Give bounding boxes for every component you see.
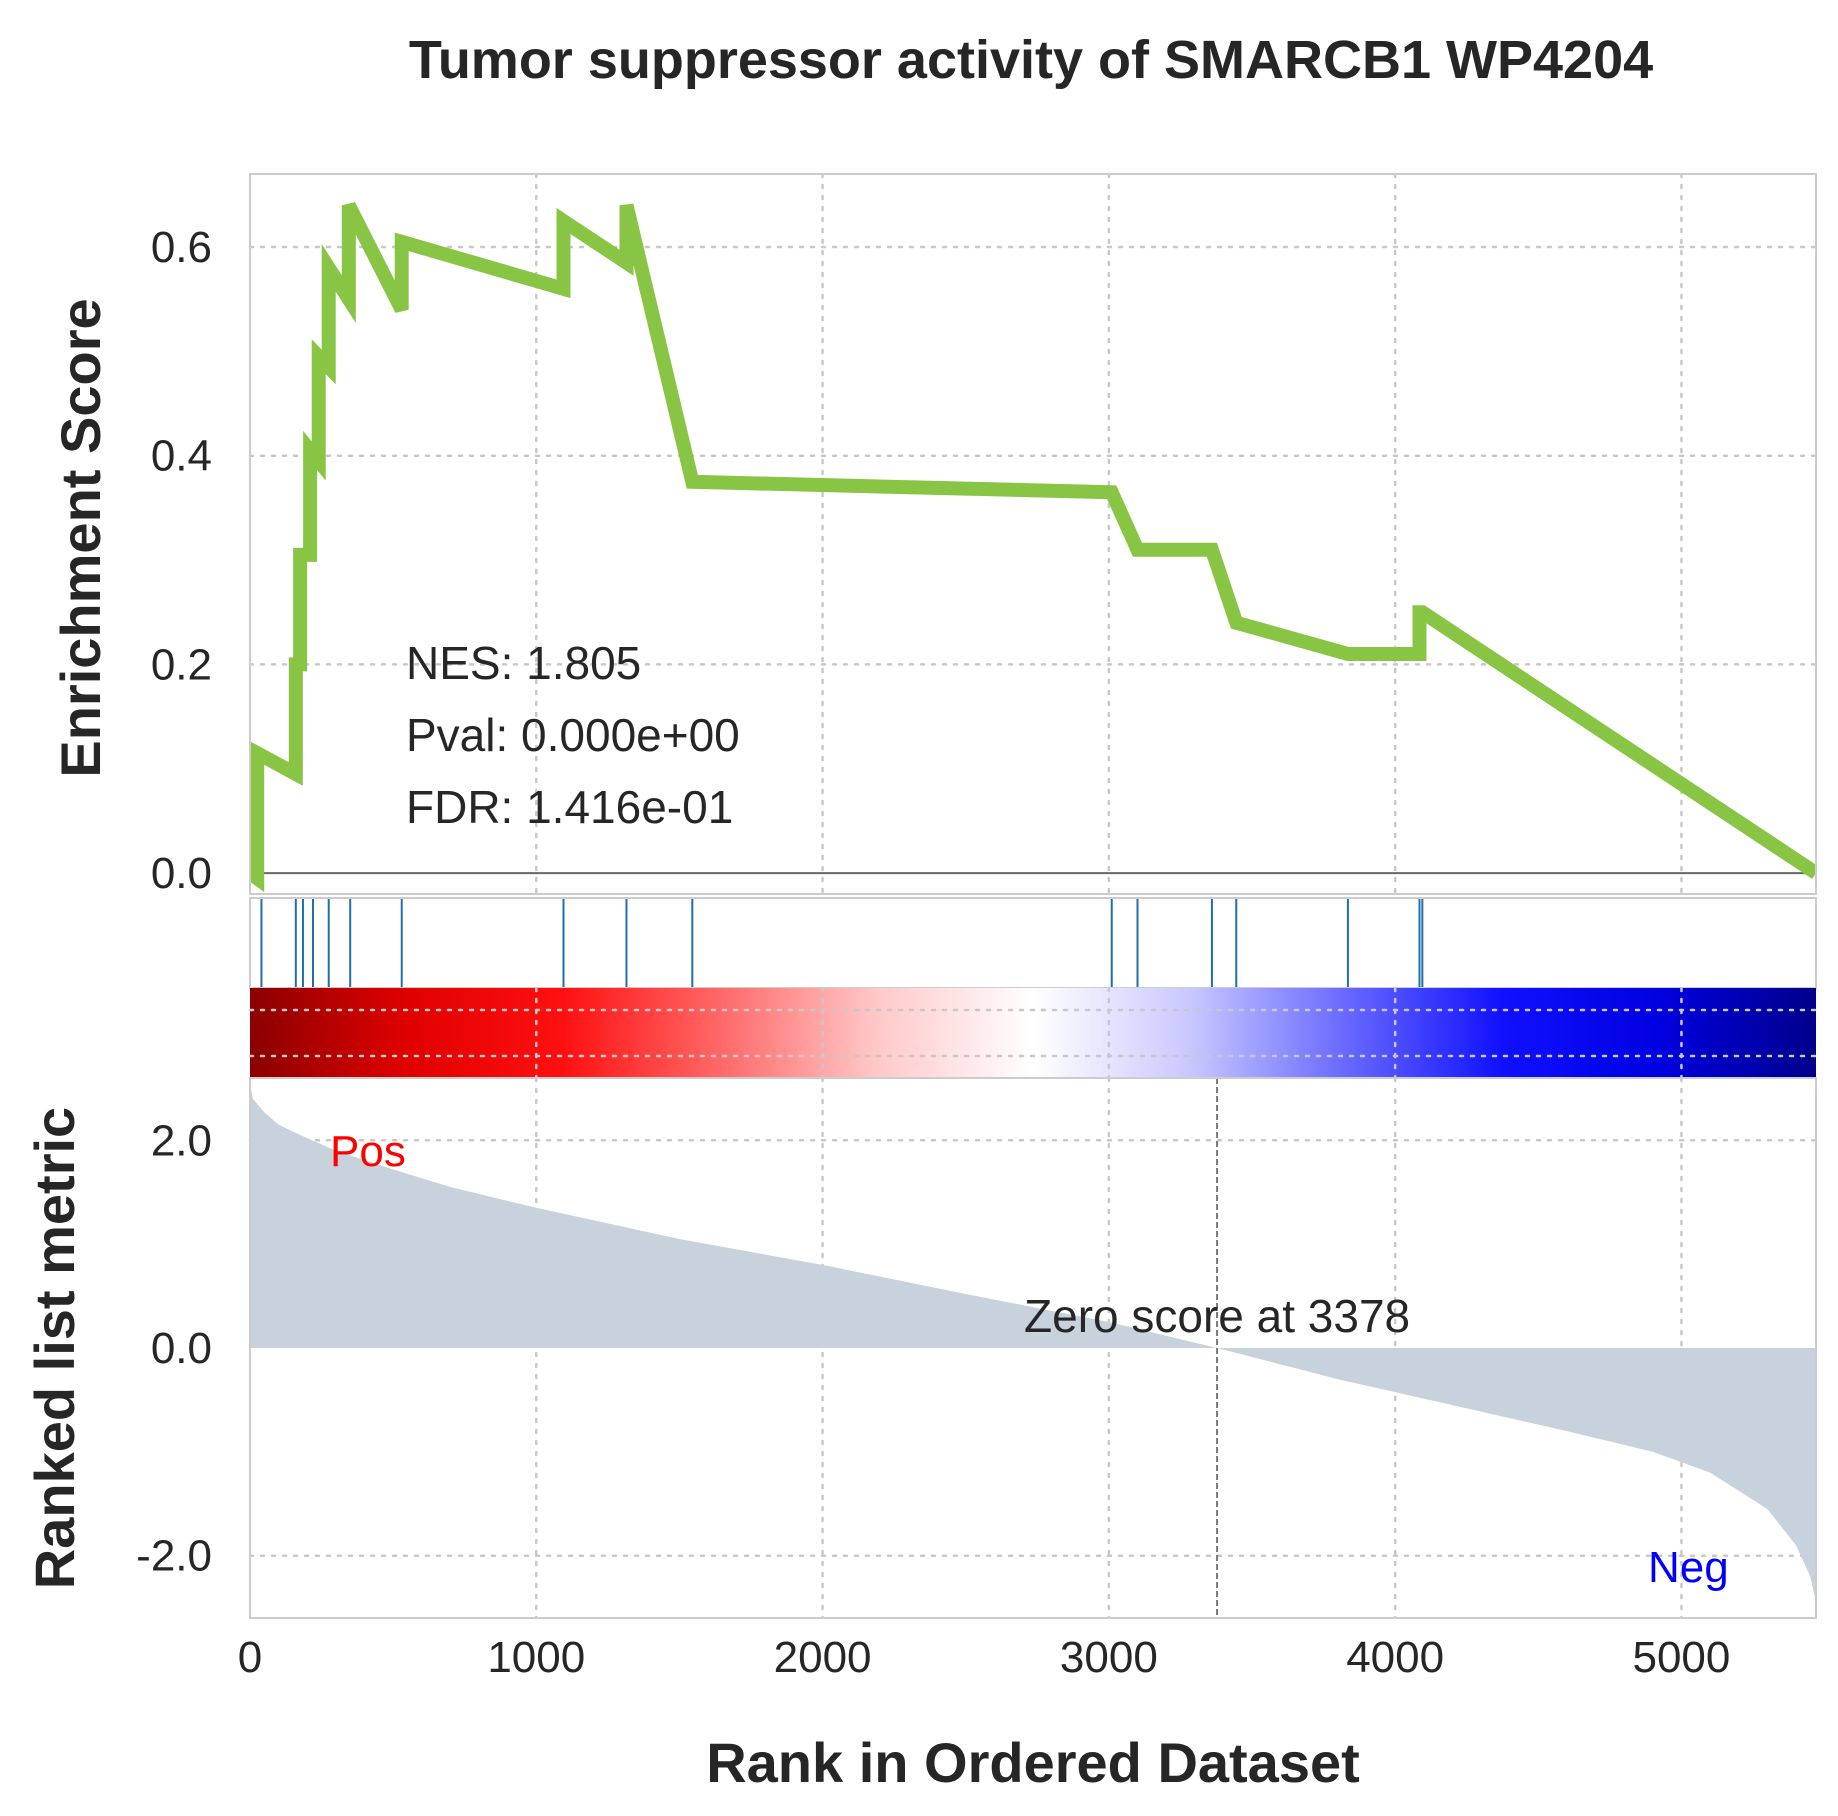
rank-colorbar-gradient <box>250 988 1816 1078</box>
zero-score-label: Zero score at 3378 <box>1024 1290 1410 1342</box>
ranked-panel-frame <box>249 1077 1817 1619</box>
gene-hit-marks <box>260 898 1424 988</box>
ranked-y-ticks: -2.0 0.0 2.0 <box>136 1116 212 1580</box>
enrichment-y-tick-label: 0.4 <box>151 432 212 481</box>
x-tick-label: 0 <box>238 1633 262 1682</box>
rank-colorbar <box>248 986 1818 1080</box>
pos-label: Pos <box>330 1127 406 1176</box>
enrichment-panel: 0.0 0.2 0.4 0.6 Enrichment Score NES: 1.805… <box>49 172 1818 898</box>
ranked-y-tick-label: 0.0 <box>151 1324 212 1373</box>
chart-title: Tumor suppressor activity of SMARCB1 WP4… <box>409 30 1653 90</box>
enrichment-y-tick-label: 0.2 <box>151 640 212 689</box>
ranked-y-tick-label: 2.0 <box>151 1116 212 1165</box>
ranked-metric-area <box>250 1083 1816 1603</box>
ranked-y-axis-label: Ranked list metric <box>23 1107 86 1589</box>
x-axis-label: Rank in Ordered Dataset <box>706 1731 1360 1794</box>
x-tick-label: 4000 <box>1346 1633 1444 1682</box>
ranked-metric-panel: Zero score at 3378 Pos Neg -2.0 0.0 2.0 Ra… <box>23 1076 1818 1620</box>
enrichment-y-tick-label: 0.0 <box>151 849 212 898</box>
enrichment-panel-frame <box>249 173 1817 895</box>
enrichment-y-ticks: 0.0 0.2 0.4 0.6 <box>151 223 212 898</box>
ranked-y-tick-label: -2.0 <box>136 1532 212 1581</box>
x-tick-label: 3000 <box>1060 1633 1158 1682</box>
pval-label: Pval: 0.000e+00 <box>406 709 740 761</box>
x-tick-label: 2000 <box>774 1633 872 1682</box>
nes-label: NES: 1.805 <box>406 637 641 689</box>
fdr-label: FDR: 1.416e-01 <box>406 781 733 833</box>
x-tick-label: 5000 <box>1632 1633 1730 1682</box>
enrichment-y-tick-label: 0.6 <box>151 223 212 272</box>
enrichment-grid <box>248 172 1818 896</box>
colorbar-grid <box>248 986 1818 1080</box>
ranked-grid <box>248 1076 1818 1620</box>
hits-panel <box>249 897 1817 989</box>
hits-panel-frame <box>249 897 1817 989</box>
enrichment-y-axis-label: Enrichment Score <box>49 298 112 777</box>
enrichment-score-line <box>250 202 1816 892</box>
x-axis-ticks: 0 1000 2000 3000 4000 5000 <box>238 1633 1731 1682</box>
x-tick-label: 1000 <box>487 1633 585 1682</box>
neg-label: Neg <box>1648 1543 1729 1592</box>
